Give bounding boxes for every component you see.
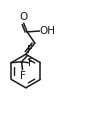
- Text: F: F: [20, 71, 25, 81]
- Text: F: F: [28, 58, 34, 68]
- Text: F: F: [27, 45, 33, 55]
- Text: OH: OH: [40, 26, 56, 36]
- Text: O: O: [19, 12, 27, 22]
